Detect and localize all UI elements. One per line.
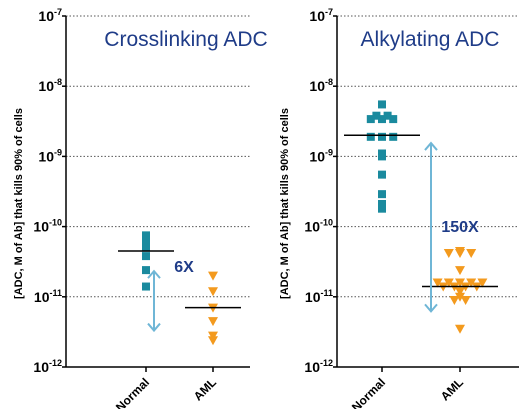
chart-panel-1: 10-12 10-11 10-10 10-9 10-8 10-7 [ADC, M of Ab… [13,7,268,409]
data-point [378,152,386,161]
y-tick-label: 10-7 [309,7,333,24]
y-tick-label: 10-11 [34,288,62,305]
data-point [455,278,465,288]
data-point [460,296,471,306]
y-tick-label: 10-9 [38,147,62,164]
data-point [455,287,465,297]
data-point [142,282,150,291]
y-tick-label: 10-7 [38,7,62,24]
fold-arrow-head-down [147,322,161,333]
y-tick-label: 10-10 [304,218,333,235]
data-point [378,204,386,213]
data-point [378,170,386,179]
data-point [378,199,386,208]
data-point [366,132,375,141]
y-tick-label: 10-12 [33,358,62,375]
data-point [449,296,460,306]
x-tick-label: AML [438,375,466,403]
y-tick-label: 10-8 [38,77,62,94]
chart-title: Alkylating ADC [361,28,500,51]
x-tick-label: AML [191,375,219,403]
data-point [142,252,150,261]
chart-panel-2: 10-12 10-11 10-10 10-9 10-8 10-7 [ADC, M of Ab… [279,7,519,409]
data-point [208,271,218,281]
y-axis-label: [ADC, M of Ab] that kills 90% of cells [279,108,291,299]
data-point [443,278,454,288]
data-point [378,132,386,141]
y-axis-label: [ADC, M of Ab] that kills 90% of cells [13,108,25,299]
data-point [383,111,392,120]
data-point [432,278,443,288]
x-tick-label: Normal [349,375,388,409]
data-point [366,115,375,124]
fold-arrow-head-up [424,141,438,151]
fold-change-label: 150X [441,219,479,236]
y-tick-label: 10-9 [309,147,333,164]
x-tick-label: Normal [113,375,152,409]
data-point [142,240,150,249]
y-tick-label: 10-11 [305,288,333,305]
data-point [389,132,398,141]
data-point [443,249,454,259]
data-point [477,278,488,288]
fold-arrow-head-up [147,269,161,279]
data-point [208,336,218,346]
y-tick-label: 10-10 [33,218,62,235]
data-point [378,115,386,124]
data-point [208,331,218,341]
data-point [455,324,465,334]
data-point [455,249,465,259]
data-point [466,278,477,288]
y-tick-label: 10-12 [304,358,333,375]
data-point [455,266,465,276]
y-tick-label: 10-8 [309,77,333,94]
data-point [142,266,150,275]
data-point [378,190,386,199]
data-point [208,317,218,327]
data-point [389,115,398,124]
data-point [455,292,465,302]
data-point [208,287,218,297]
data-point [372,111,381,120]
fold-arrow-head-down [424,303,438,313]
data-point [378,100,386,109]
data-point [466,249,477,259]
chart-title: Crosslinking ADC [104,28,267,51]
fold-change-label: 6X [174,259,194,276]
data-point [142,233,150,242]
